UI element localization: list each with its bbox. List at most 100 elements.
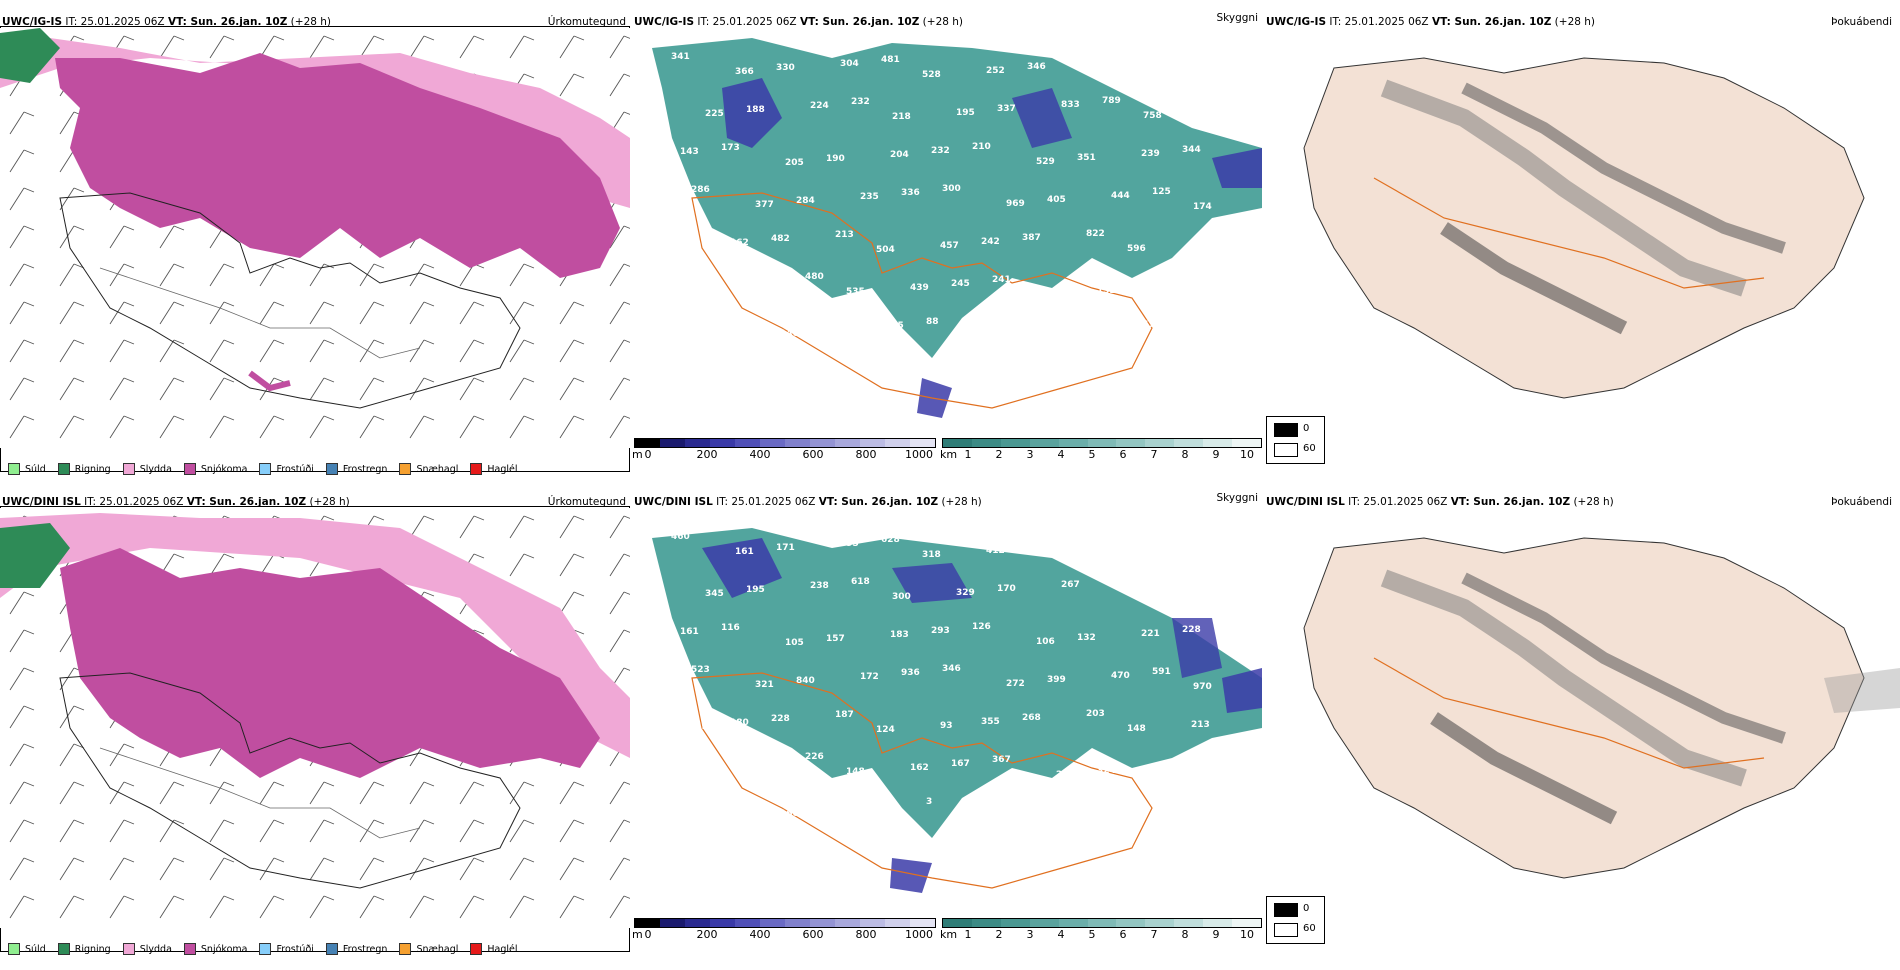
- cloud-base-label: 173: [721, 143, 740, 153]
- cloud-base-label: 229: [1132, 54, 1151, 64]
- legend-swatch: [122, 943, 135, 955]
- cloud-base-label: 408: [1161, 762, 1180, 772]
- cloud-base-label: 152: [1097, 286, 1116, 296]
- cloud-base-label: 3: [926, 797, 932, 807]
- cloud-base-label: 366: [735, 67, 754, 77]
- cloud-base-label: 160: [780, 809, 799, 819]
- cloud-base-label: 148: [1127, 724, 1146, 734]
- coastline: [59, 672, 521, 889]
- legend-item: Snjókoma: [183, 463, 247, 475]
- cloud-base-label: 969: [1006, 199, 1025, 209]
- cloud-base-label: 125: [1091, 538, 1110, 548]
- colorbar-segment: [660, 439, 685, 447]
- cloud-base-label: 523: [691, 665, 710, 675]
- legend-swatch: [259, 463, 272, 475]
- cloud-base-label: 187: [1143, 591, 1162, 601]
- colorbar-segment: [1029, 919, 1059, 927]
- fog-index-map: [1303, 57, 1865, 399]
- panel-title: Úrkomutegund: [547, 496, 626, 508]
- colorbar-tick: 1: [964, 448, 972, 461]
- cloud-base-label: 157: [826, 634, 845, 644]
- cloud-base-label: 213: [1191, 720, 1210, 730]
- colorbar-tick: 10: [1240, 448, 1254, 461]
- cloud-base-label: 412: [986, 546, 1005, 556]
- legend-item: Snæhagl: [399, 463, 458, 475]
- legend-swatch: [57, 463, 70, 475]
- colorbar-segment: [860, 439, 885, 447]
- colorbar-segment: [1145, 439, 1175, 447]
- colorbar-segment: [635, 439, 660, 447]
- colorbar-tick: 8: [1181, 448, 1189, 461]
- colorbar-tick: 1: [964, 928, 972, 941]
- legend-item: Frostregn: [325, 943, 387, 955]
- cloud-base-label: 286: [691, 185, 710, 195]
- colorbar-tick: 600: [802, 448, 824, 461]
- colorbar-tick: 1000: [905, 448, 933, 461]
- cloud-base-label: 388: [741, 276, 760, 286]
- cloud-base-label: 470: [1111, 671, 1130, 681]
- rain-area: [0, 523, 70, 588]
- cloud-base-label: 174: [1193, 202, 1212, 212]
- colorbar-tick: 400: [749, 448, 771, 461]
- colorbar-segment: [1232, 439, 1261, 447]
- cloud-base-label: 146: [1207, 587, 1226, 597]
- legend-swatch: [1274, 443, 1298, 457]
- legend-swatch: [470, 943, 483, 955]
- cloud-base-label: 359: [990, 812, 1009, 822]
- colorbar-tick: 4: [1057, 448, 1065, 461]
- precip-map: [0, 28, 630, 448]
- colorbar-segment: [1029, 439, 1059, 447]
- colorbar-tick: 1000: [905, 928, 933, 941]
- cloud-base-label: 628: [881, 535, 900, 545]
- legend-item: Slydda: [122, 943, 172, 955]
- road-network: [99, 267, 421, 359]
- colorbar-segment: [710, 919, 735, 927]
- fog-band: [1461, 572, 1786, 744]
- colorbar-tick: 0: [644, 928, 652, 941]
- land-area: [1303, 537, 1865, 879]
- colorbar-segment: [660, 919, 685, 927]
- colorbar-segment: [785, 439, 810, 447]
- cloud-base-label: 300: [1191, 240, 1210, 250]
- panel-title: Skyggni: [1216, 12, 1259, 24]
- cloud-base-label: 405: [1047, 195, 1066, 205]
- colorbar-tick: 6: [1119, 448, 1127, 461]
- fog-legend: 0 60: [1266, 896, 1325, 944]
- cloud-base-label: 822: [1086, 229, 1105, 239]
- cloud-base-label: 84: [675, 798, 688, 808]
- fog-index-panel-1: UWC/IG-IS IT: 25.01.2025 06Z VT: Sun. 26…: [1264, 10, 1900, 490]
- colorbar-segment: [1000, 919, 1030, 927]
- colorbar-tick: 200: [696, 448, 718, 461]
- cloud-base-label: 33: [689, 242, 702, 252]
- fog-index-map: [1303, 537, 1900, 879]
- cloud-base-label: 230: [741, 756, 760, 766]
- cloud-base-label: 228: [1202, 758, 1221, 768]
- road-network: [99, 747, 421, 839]
- panel-header: UWC/IG-IS IT: 25.01.2025 06Z VT: Sun. 26…: [2, 16, 331, 28]
- cloud-base-label: 336: [901, 188, 920, 198]
- legend-item: Snjókoma: [183, 943, 247, 955]
- vt-label: VT: Sun. 26.jan. 10Z: [167, 16, 288, 28]
- legend-item: Rigning: [57, 943, 111, 955]
- fog-patch: [702, 538, 782, 598]
- cloud-base-label: 216: [821, 325, 840, 335]
- snow-area: [55, 53, 620, 278]
- colorbar-tick: 4: [1057, 928, 1065, 941]
- colorbar-segment: [1000, 439, 1030, 447]
- legend-swatch: [259, 943, 272, 955]
- colorbar-tick: 9: [1212, 928, 1220, 941]
- colorbar-segment: [1058, 919, 1088, 927]
- panel-title: Þokuábendi: [1831, 16, 1892, 28]
- cloud-base-label: 444: [1111, 191, 1130, 201]
- cloud-base-label: 272: [1006, 679, 1025, 689]
- land-area: [1303, 57, 1865, 399]
- legend-item: Snæhagl: [399, 943, 458, 955]
- cloud-base-label: 160: [1056, 290, 1075, 300]
- cloud-base-label: 162: [730, 238, 749, 248]
- colorbar-segment: [735, 439, 760, 447]
- colorbar-segment: [1174, 919, 1204, 927]
- panel-header: UWC/DINI ISL IT: 25.01.2025 06Z VT: Sun.…: [1266, 496, 1614, 508]
- colorbar-segment: [785, 919, 810, 927]
- colorbar-tick: 3: [1026, 448, 1034, 461]
- colorbar-segment: [1145, 919, 1175, 927]
